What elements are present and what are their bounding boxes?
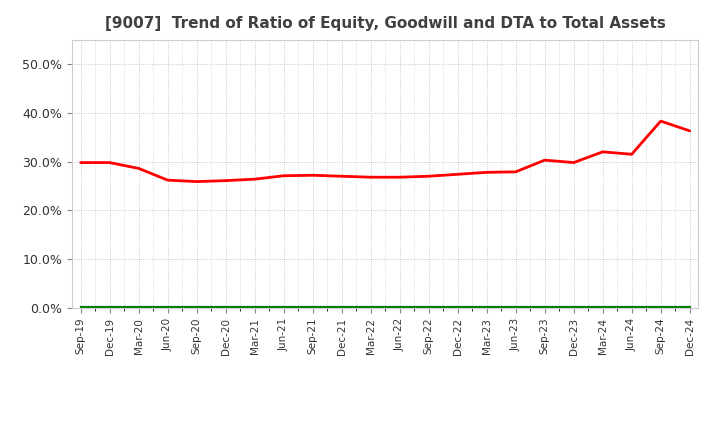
Equity: [598, 149, 607, 154]
Equity: [308, 172, 317, 178]
Deferred Tax Assets: [251, 304, 259, 310]
Goodwill: [395, 304, 404, 309]
Goodwill: [541, 304, 549, 309]
Deferred Tax Assets: [163, 304, 172, 310]
Goodwill: [135, 304, 143, 309]
Goodwill: [685, 304, 694, 309]
Equity: [163, 177, 172, 183]
Equity: [570, 160, 578, 165]
Deferred Tax Assets: [76, 304, 85, 310]
Deferred Tax Assets: [570, 304, 578, 310]
Deferred Tax Assets: [598, 304, 607, 310]
Equity: [251, 176, 259, 182]
Equity: [135, 166, 143, 171]
Equity: [105, 160, 114, 165]
Equity: [541, 158, 549, 163]
Equity: [76, 160, 85, 165]
Goodwill: [570, 304, 578, 309]
Equity: [338, 174, 346, 179]
Deferred Tax Assets: [192, 304, 201, 310]
Goodwill: [308, 304, 317, 309]
Goodwill: [338, 304, 346, 309]
Goodwill: [627, 304, 636, 309]
Equity: [424, 174, 433, 179]
Goodwill: [192, 304, 201, 309]
Deferred Tax Assets: [395, 304, 404, 310]
Goodwill: [657, 304, 665, 309]
Deferred Tax Assets: [221, 304, 230, 310]
Deferred Tax Assets: [454, 304, 462, 310]
Equity: [482, 170, 491, 175]
Goodwill: [366, 304, 375, 309]
Goodwill: [598, 304, 607, 309]
Equity: [192, 179, 201, 184]
Equity: [221, 178, 230, 183]
Deferred Tax Assets: [279, 304, 288, 310]
Goodwill: [251, 304, 259, 309]
Deferred Tax Assets: [338, 304, 346, 310]
Deferred Tax Assets: [627, 304, 636, 310]
Equity: [454, 172, 462, 177]
Deferred Tax Assets: [511, 304, 520, 310]
Equity: [366, 175, 375, 180]
Goodwill: [105, 304, 114, 309]
Equity: [511, 169, 520, 175]
Title: [9007]  Trend of Ratio of Equity, Goodwill and DTA to Total Assets: [9007] Trend of Ratio of Equity, Goodwil…: [105, 16, 665, 32]
Goodwill: [76, 304, 85, 309]
Goodwill: [454, 304, 462, 309]
Deferred Tax Assets: [135, 304, 143, 310]
Goodwill: [221, 304, 230, 309]
Equity: [685, 128, 694, 133]
Deferred Tax Assets: [657, 304, 665, 310]
Goodwill: [511, 304, 520, 309]
Deferred Tax Assets: [685, 304, 694, 310]
Goodwill: [424, 304, 433, 309]
Deferred Tax Assets: [105, 304, 114, 310]
Line: Equity: Equity: [81, 121, 690, 182]
Deferred Tax Assets: [482, 304, 491, 310]
Deferred Tax Assets: [308, 304, 317, 310]
Equity: [627, 152, 636, 157]
Equity: [395, 175, 404, 180]
Equity: [279, 173, 288, 178]
Goodwill: [482, 304, 491, 309]
Deferred Tax Assets: [366, 304, 375, 310]
Deferred Tax Assets: [424, 304, 433, 310]
Goodwill: [279, 304, 288, 309]
Goodwill: [163, 304, 172, 309]
Equity: [657, 118, 665, 124]
Deferred Tax Assets: [541, 304, 549, 310]
Legend: Equity, Goodwill, Deferred Tax Assets: Equity, Goodwill, Deferred Tax Assets: [169, 436, 601, 440]
